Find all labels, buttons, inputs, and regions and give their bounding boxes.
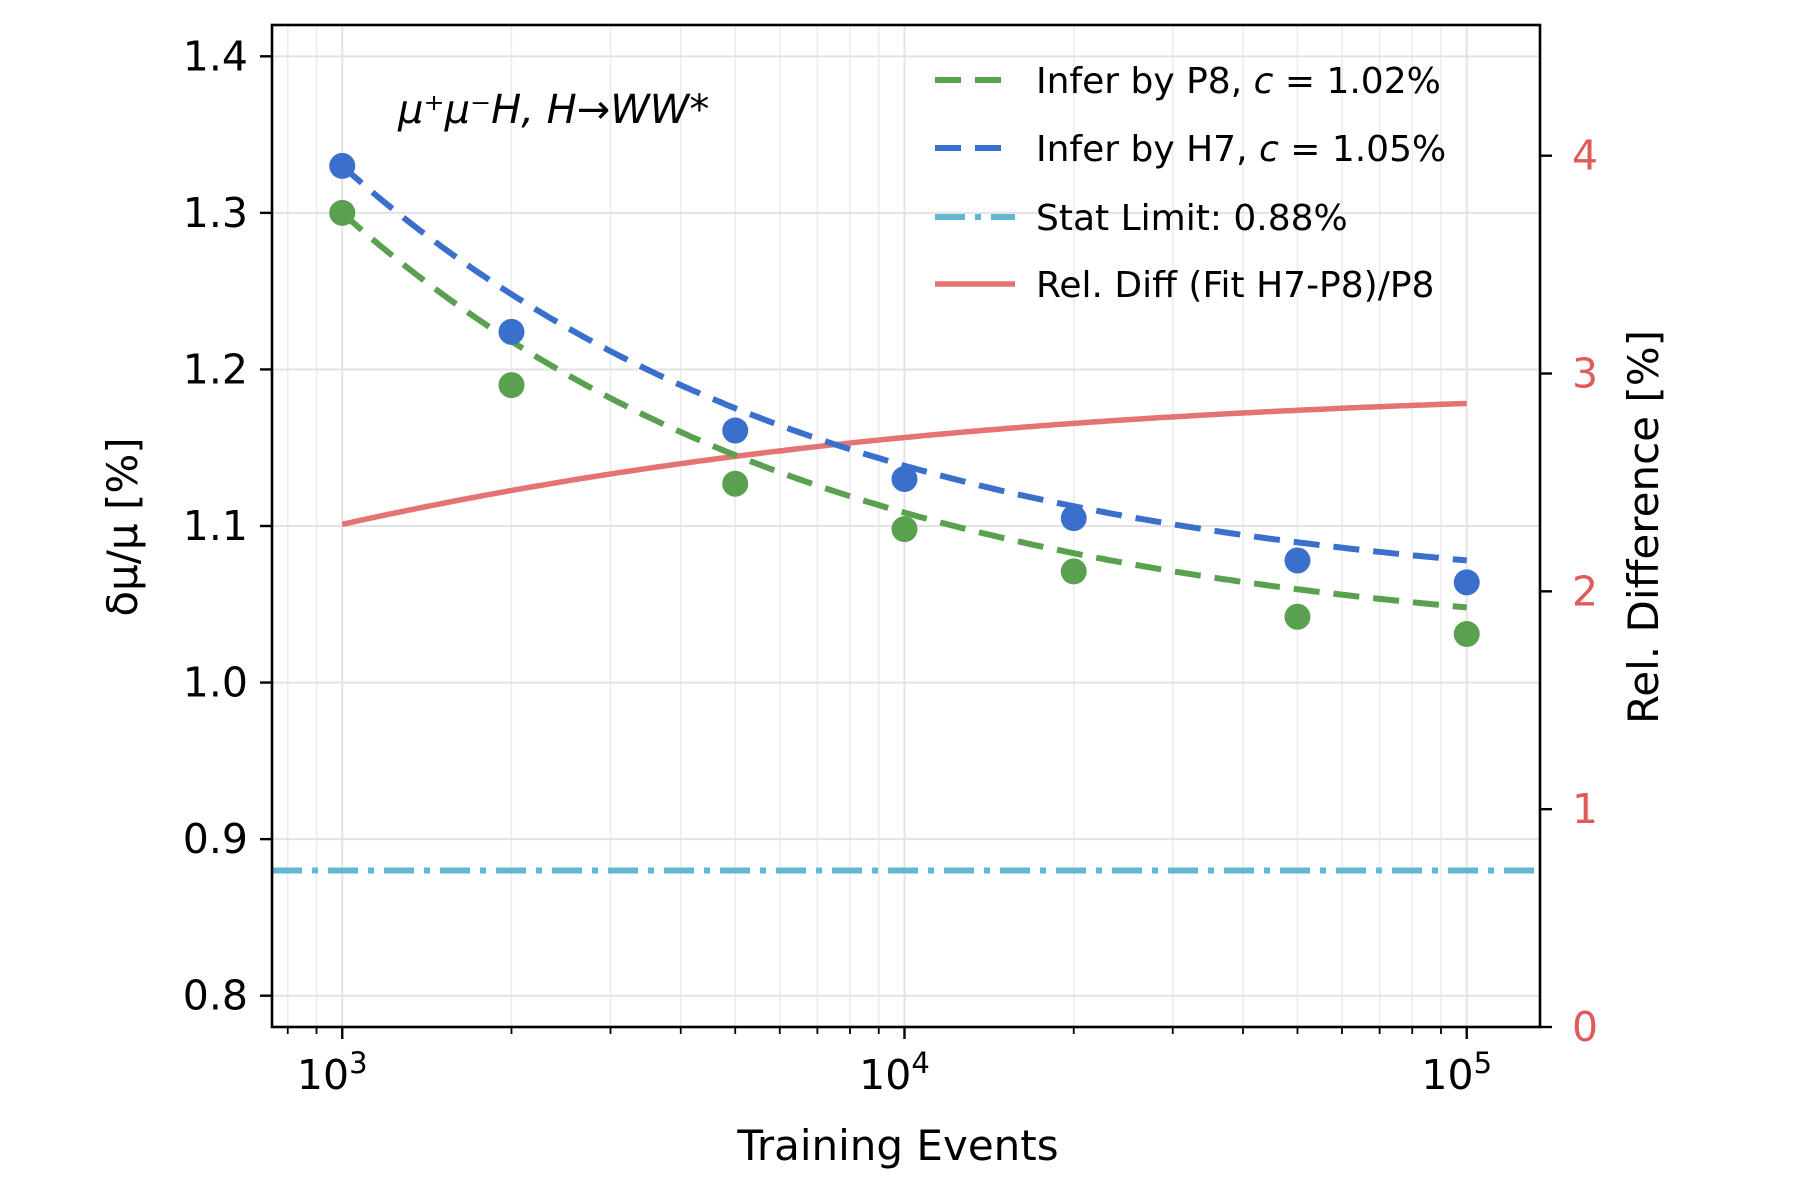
x-tick-label-exp: 3 <box>349 1046 367 1080</box>
x-tick-label: 103 <box>297 1046 368 1099</box>
h7-point <box>1060 505 1087 532</box>
y2-axis-title: Rel. Difference [%] <box>1619 330 1668 724</box>
legend-label-rel: Rel. Diff (Fit H7-P8)/P8 <box>1036 265 1434 306</box>
x-tick-label-base: 10 <box>1421 1051 1473 1099</box>
legend-label-h7: Infer by H7, c = 1.05% <box>1036 129 1446 170</box>
y-tick-label: 0.9 <box>183 815 248 863</box>
h7-point <box>722 417 749 444</box>
x-tick-label: 104 <box>859 1046 930 1099</box>
h7-point <box>1284 547 1311 574</box>
chart-title: μ⁺μ⁻H, H→WW* <box>397 87 709 133</box>
x-tick-label-base: 10 <box>297 1051 349 1099</box>
x-tick-label-exp: 4 <box>911 1046 929 1080</box>
y-tick-label: 1.2 <box>183 345 248 393</box>
legend-label-part: Infer by H7, <box>1036 129 1259 170</box>
legend-label-part: = 1.02% <box>1273 61 1440 102</box>
y2-tick-label: 1 <box>1572 785 1598 833</box>
p8-fit-line <box>340 210 1467 611</box>
legend: Infer by P8, c = 1.02% Infer by H7, c = 1… <box>935 61 1446 306</box>
y-tick-label: 0.8 <box>183 972 248 1020</box>
p8-point <box>1453 621 1480 648</box>
legend-label-part: = 1.05% <box>1279 129 1446 170</box>
p8-point <box>1284 603 1311 630</box>
labels: μ⁺μ⁻H, H→WW* Training Events δμ/μ [%] Re… <box>98 87 1668 1170</box>
p8-point <box>891 516 918 543</box>
h7-point <box>329 152 356 179</box>
legend-label-part: c <box>1254 61 1274 102</box>
y-tick-label: 1.4 <box>183 32 248 80</box>
h7-fit-line <box>340 163 1467 564</box>
y2-tick-label: 3 <box>1572 350 1598 398</box>
p8-point <box>498 372 525 399</box>
rel-diff-line <box>341 400 1467 527</box>
y2-tick-label: 2 <box>1572 567 1598 615</box>
x-tick-label: 105 <box>1421 1046 1492 1099</box>
legend-label-part: c <box>1259 129 1279 170</box>
x-tick-label-base: 10 <box>859 1051 911 1099</box>
y-tick-label: 1.1 <box>183 502 248 550</box>
p8-point <box>722 470 749 497</box>
y2-tick-label: 0 <box>1572 1003 1598 1051</box>
y-tick-label: 1.3 <box>183 189 248 237</box>
h7-point <box>891 466 918 493</box>
y2-tick-label: 4 <box>1572 132 1598 180</box>
h7-point <box>498 318 525 345</box>
p8-point <box>1060 558 1087 585</box>
series-layer <box>272 152 1540 874</box>
legend-label-p8: Infer by P8, c = 1.02% <box>1036 61 1441 102</box>
p8-point <box>329 199 356 226</box>
h7-point <box>1453 569 1480 596</box>
y-axis-title: δμ/μ [%] <box>98 437 147 616</box>
legend-label-part: Infer by P8, <box>1036 61 1254 102</box>
x-axis-title: Training Events <box>736 1121 1058 1170</box>
legend-label-stat: Stat Limit: 0.88% <box>1036 198 1348 239</box>
x-tick-label-exp: 5 <box>1474 1046 1492 1080</box>
y-tick-label: 1.0 <box>183 659 248 707</box>
